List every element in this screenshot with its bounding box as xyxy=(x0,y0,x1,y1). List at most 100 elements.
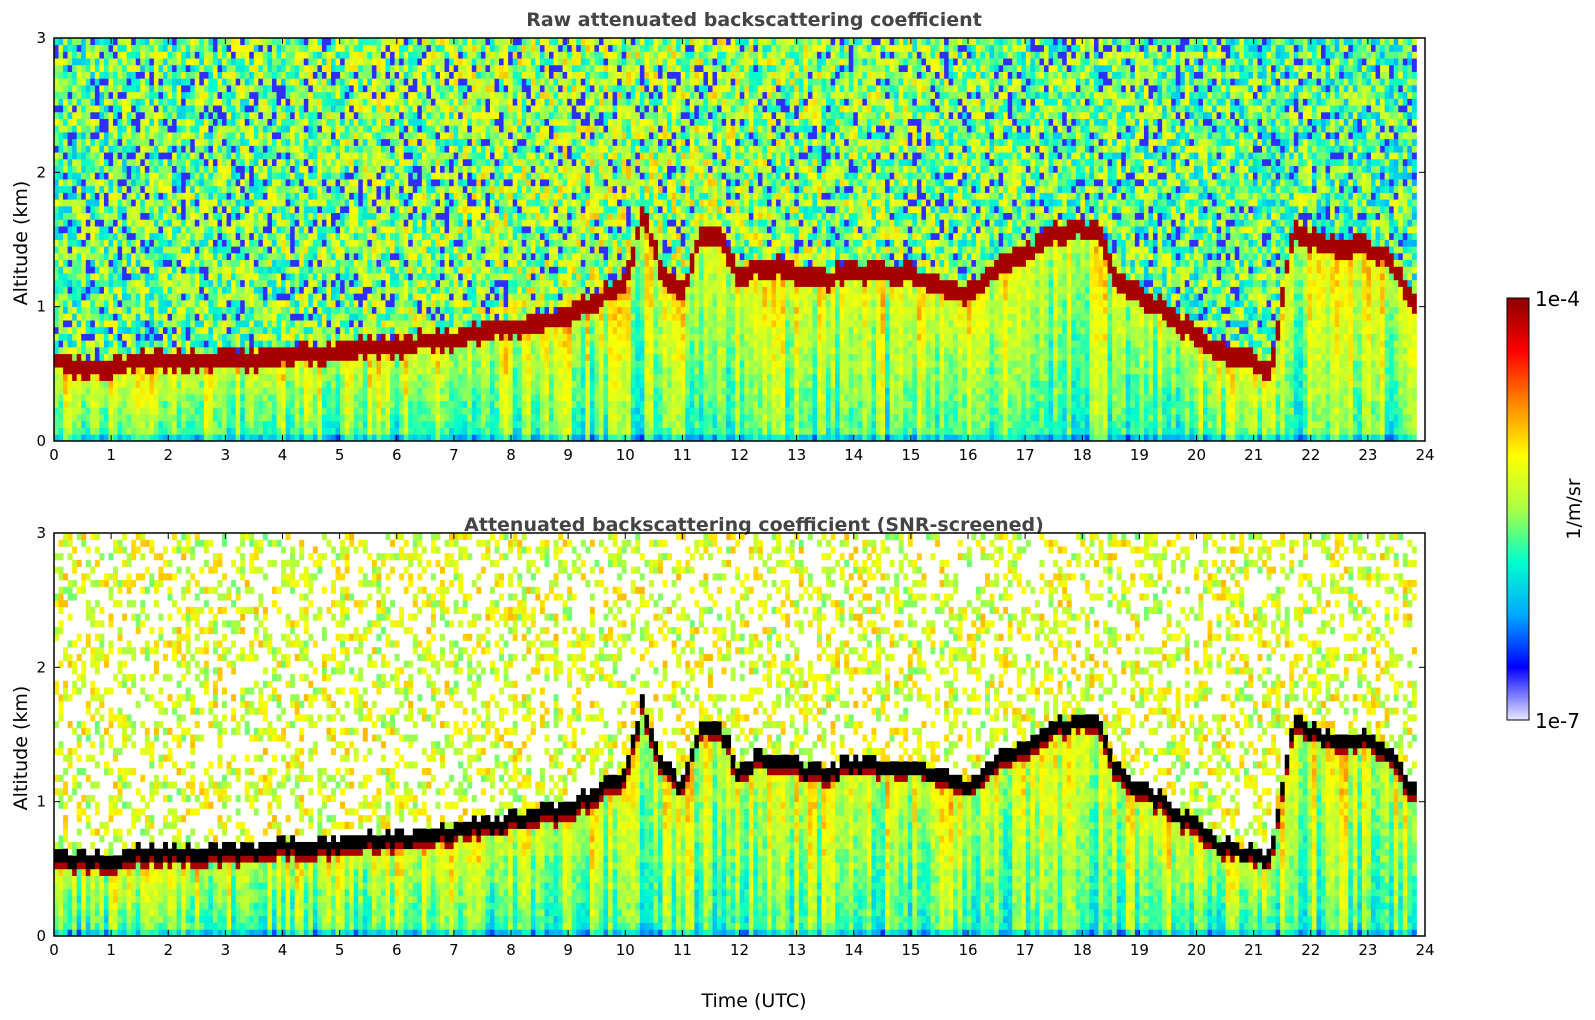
heatmap-cell xyxy=(295,287,300,294)
heatmap-cell xyxy=(163,206,168,213)
heatmap-cell xyxy=(99,354,104,361)
heatmap-cell xyxy=(326,287,331,294)
heatmap-cell xyxy=(208,340,213,347)
heatmap-cell xyxy=(372,179,377,186)
heatmap-cell xyxy=(349,354,354,361)
heatmap-cell xyxy=(331,85,336,92)
heatmap-cell xyxy=(81,213,86,220)
heatmap-cell xyxy=(227,340,232,347)
heatmap-cell xyxy=(326,387,331,394)
heatmap-cell xyxy=(299,166,304,173)
heatmap-cell xyxy=(381,266,386,273)
heatmap-cell xyxy=(204,112,209,119)
heatmap-cell xyxy=(131,51,136,58)
heatmap-cell xyxy=(158,340,163,347)
heatmap-cell xyxy=(163,381,168,388)
heatmap-cell xyxy=(204,260,209,267)
heatmap-cell xyxy=(304,414,309,421)
heatmap-cell xyxy=(136,45,141,52)
heatmap-cell xyxy=(363,38,368,45)
heatmap-cell xyxy=(227,85,232,92)
heatmap-cell xyxy=(345,51,350,58)
heatmap-cell xyxy=(149,85,154,92)
heatmap-cell xyxy=(213,125,218,132)
heatmap-cell xyxy=(381,246,386,253)
heatmap-cell xyxy=(281,300,286,307)
heatmap-cell xyxy=(86,51,91,58)
heatmap-cell xyxy=(204,72,209,79)
heatmap-cell xyxy=(290,72,295,79)
heatmap-cell xyxy=(122,78,127,85)
heatmap-cell xyxy=(181,260,186,267)
heatmap-cell xyxy=(331,347,336,354)
heatmap-cell xyxy=(299,119,304,126)
heatmap-cell xyxy=(177,334,182,341)
heatmap-cell xyxy=(95,407,100,414)
heatmap-cell xyxy=(363,260,368,267)
heatmap-cell xyxy=(345,293,350,300)
heatmap-cell xyxy=(281,374,286,381)
heatmap-cell xyxy=(381,65,386,72)
heatmap-cell xyxy=(281,387,286,394)
heatmap-cell xyxy=(172,105,177,112)
heatmap-cell xyxy=(86,428,91,435)
heatmap-cell xyxy=(349,166,354,173)
heatmap-cell xyxy=(154,78,159,85)
heatmap-cell xyxy=(136,51,141,58)
heatmap-cell xyxy=(231,206,236,213)
heatmap-cell xyxy=(190,428,195,435)
heatmap-cell xyxy=(290,313,295,320)
heatmap-cell xyxy=(254,233,259,240)
heatmap-cell xyxy=(190,407,195,414)
heatmap-cell xyxy=(281,72,286,79)
heatmap-cell xyxy=(336,92,341,99)
heatmap-cell xyxy=(86,119,91,126)
heatmap-cell xyxy=(172,159,177,166)
heatmap-cell xyxy=(222,374,227,381)
heatmap-cell xyxy=(204,287,209,294)
heatmap-cell xyxy=(195,166,200,173)
heatmap-cell xyxy=(172,407,177,414)
heatmap-cell xyxy=(86,219,91,226)
heatmap-cell xyxy=(281,226,286,233)
heatmap-cell xyxy=(331,98,336,105)
heatmap-cell xyxy=(331,260,336,267)
heatmap-cell xyxy=(227,327,232,334)
heatmap-cell xyxy=(277,407,282,414)
heatmap-cell xyxy=(181,313,186,320)
heatmap-cell xyxy=(177,192,182,199)
heatmap-cell xyxy=(72,112,77,119)
heatmap-cell xyxy=(195,65,200,72)
heatmap-cell xyxy=(249,313,254,320)
heatmap-cell xyxy=(72,320,77,327)
heatmap-cell xyxy=(145,125,150,132)
heatmap-cell xyxy=(263,414,268,421)
heatmap-cell xyxy=(263,300,268,307)
heatmap-cell xyxy=(122,293,127,300)
heatmap-cell xyxy=(354,367,359,374)
heatmap-cell xyxy=(127,172,132,179)
heatmap-cell xyxy=(104,92,109,99)
heatmap-cell xyxy=(172,280,177,287)
heatmap-cell xyxy=(254,374,259,381)
heatmap-cell xyxy=(154,132,159,139)
heatmap-cell xyxy=(381,240,386,247)
heatmap-cell xyxy=(72,132,77,139)
heatmap-cell xyxy=(104,240,109,247)
heatmap-cell xyxy=(95,240,100,247)
heatmap-cell xyxy=(104,354,109,361)
heatmap-cell xyxy=(286,186,291,193)
heatmap-cell xyxy=(336,266,341,273)
heatmap-cell xyxy=(195,367,200,374)
heatmap-cell xyxy=(304,300,309,307)
heatmap-cell xyxy=(131,226,136,233)
heatmap-cell xyxy=(68,394,73,401)
heatmap-cells xyxy=(54,38,1417,441)
heatmap-cell xyxy=(313,401,318,408)
heatmap-cell xyxy=(299,51,304,58)
heatmap-cell xyxy=(154,166,159,173)
heatmap-cell xyxy=(63,293,68,300)
heatmap-cell xyxy=(358,206,363,213)
heatmap-cell xyxy=(186,51,191,58)
heatmap-cell xyxy=(113,85,118,92)
